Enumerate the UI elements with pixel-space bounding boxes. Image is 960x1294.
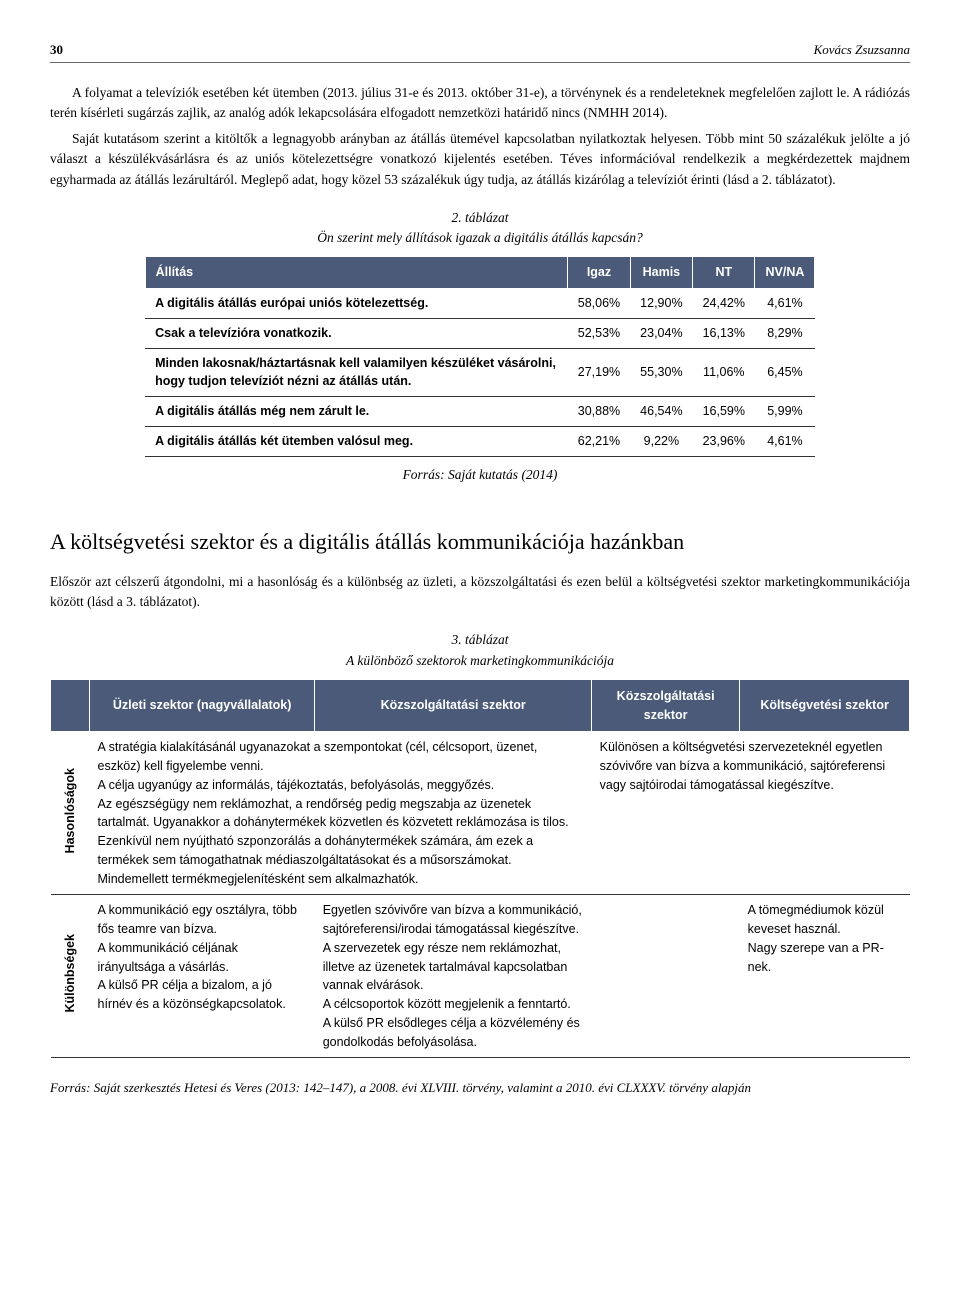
table-cell: 16,59%	[693, 397, 755, 427]
table3-header: Üzleti szektor (nagyvállalatok)	[90, 679, 315, 732]
page-header: 30 Kovács Zsuzsanna	[50, 40, 910, 63]
table3-cell: Egyetlen szóvivőre van bízva a kommuniká…	[315, 895, 592, 1058]
table2: Állítás Igaz Hamis NT NV/NA A digitális …	[145, 256, 816, 456]
table3-cell: A tömegmédiumok közül keveset használ.Na…	[740, 895, 910, 1058]
table2-caption-text: Ön szerint mely állítások igazak a digit…	[317, 230, 642, 245]
table3-cell	[592, 895, 740, 1058]
table-cell: 46,54%	[630, 397, 692, 427]
table-cell: 24,42%	[693, 289, 755, 319]
table2-caption: 2. táblázat Ön szerint mely állítások ig…	[50, 208, 910, 249]
table3-source: Forrás: Saját szerkesztés Hetesi és Vere…	[50, 1078, 910, 1098]
table2-header: Hamis	[630, 257, 692, 289]
table-cell: 30,88%	[568, 397, 630, 427]
author-name: Kovács Zsuzsanna	[814, 40, 910, 60]
table-cell: 4,61%	[755, 426, 815, 456]
section-heading: A költségvetési szektor és a digitális á…	[50, 525, 910, 558]
table3-blank	[51, 679, 90, 732]
table-cell: 23,04%	[630, 318, 692, 348]
table2-caption-num: 2. táblázat	[451, 210, 508, 225]
table3-rowlabel: Hasonlóságok	[61, 768, 80, 853]
table-cell: 52,53%	[568, 318, 630, 348]
table3-row-similarities: Hasonlóságok A stratégia kialakításánál …	[51, 732, 910, 895]
table3-row-differences: Különbségek A kommunikáció egy osztályra…	[51, 895, 910, 1058]
table-row: A digitális átállás még nem zárult le.30…	[145, 397, 815, 427]
table3-cell: A stratégia kialakításánál ugyanazokat a…	[90, 732, 592, 895]
table3-caption-num: 3. táblázat	[451, 632, 508, 647]
table-row: A digitális átállás európai uniós kötele…	[145, 289, 815, 319]
table-cell: A digitális átállás még nem zárult le.	[145, 397, 568, 427]
table-row: Minden lakosnak/háztartásnak kell valami…	[145, 348, 815, 397]
table-cell: 8,29%	[755, 318, 815, 348]
table-cell: 11,06%	[693, 348, 755, 397]
table3-cell: A kommunikáció egy osztályra, több fős t…	[90, 895, 315, 1058]
table-cell: 6,45%	[755, 348, 815, 397]
table-cell: 58,06%	[568, 289, 630, 319]
table-cell: 5,99%	[755, 397, 815, 427]
table3: Üzleti szektor (nagyvállalatok) Közszolg…	[50, 679, 910, 1059]
table-cell: 62,21%	[568, 426, 630, 456]
table3-caption: 3. táblázat A különböző szektorok market…	[50, 630, 910, 671]
table3-rowlabel: Különbségek	[61, 934, 80, 1013]
table-cell: 23,96%	[693, 426, 755, 456]
table3-header: Közszolgáltatási szektor	[592, 679, 740, 732]
table3-caption-text: A különböző szektorok marketingkommuniká…	[346, 653, 614, 668]
table-cell: 9,22%	[630, 426, 692, 456]
table-cell: 16,13%	[693, 318, 755, 348]
table2-header: NV/NA	[755, 257, 815, 289]
table3-cell: Különösen a költségvetési szervezeteknél…	[592, 732, 910, 895]
table-cell: 12,90%	[630, 289, 692, 319]
body-paragraph-1: A folyamat a televíziók esetében két üte…	[50, 83, 910, 124]
table-cell: 4,61%	[755, 289, 815, 319]
table-row: Csak a televízióra vonatkozik.52,53%23,0…	[145, 318, 815, 348]
table-cell: Csak a televízióra vonatkozik.	[145, 318, 568, 348]
table2-header: Igaz	[568, 257, 630, 289]
table-cell: A digitális átállás két ütemben valósul …	[145, 426, 568, 456]
table-cell: Minden lakosnak/háztartásnak kell valami…	[145, 348, 568, 397]
table-cell: A digitális átállás európai uniós kötele…	[145, 289, 568, 319]
table3-header: Közszolgáltatási szektor	[315, 679, 592, 732]
table2-header: NT	[693, 257, 755, 289]
table-cell: 55,30%	[630, 348, 692, 397]
page-number: 30	[50, 40, 63, 60]
table3-header: Költségvetési szektor	[740, 679, 910, 732]
table2-source: Forrás: Saját kutatás (2014)	[50, 465, 910, 485]
table2-header: Állítás	[145, 257, 568, 289]
body-paragraph-2: Saját kutatásom szerint a kitöltők a leg…	[50, 129, 910, 190]
table-cell: 27,19%	[568, 348, 630, 397]
table-row: A digitális átállás két ütemben valósul …	[145, 426, 815, 456]
body-paragraph-3: Először azt célszerű átgondolni, mi a ha…	[50, 572, 910, 613]
